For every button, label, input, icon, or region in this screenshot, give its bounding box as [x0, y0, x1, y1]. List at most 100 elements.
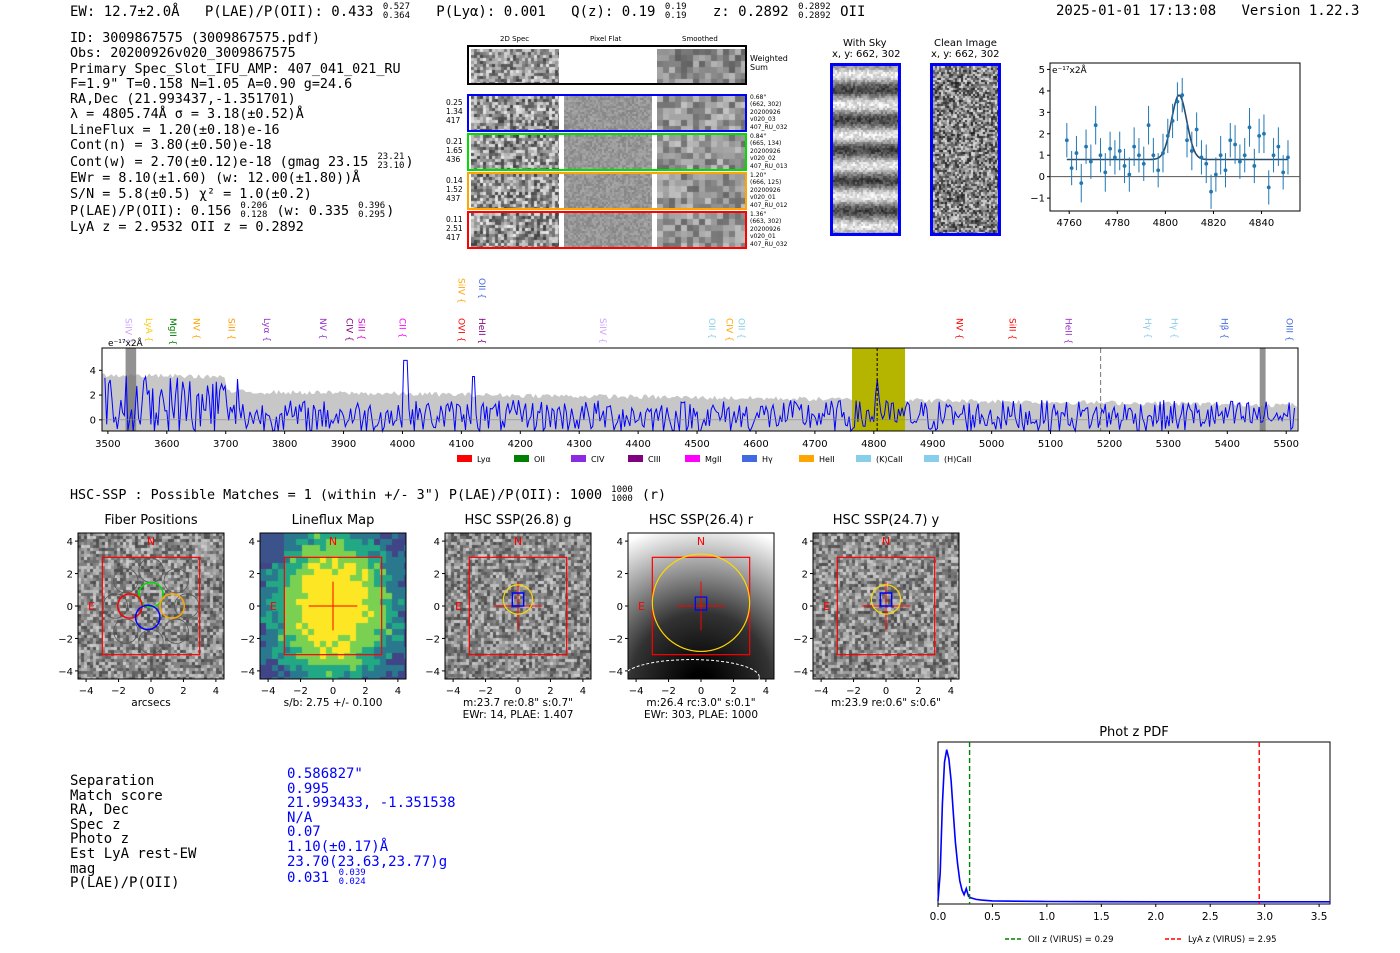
- x-tick-label: 4800: [861, 439, 886, 450]
- line-marker-label: Hγ {: [1142, 318, 1152, 339]
- cutout-row-meta: 0.84" (665, 134) 20200926 v020_02 407_RU_013: [750, 133, 788, 170]
- fiber-outline: [163, 568, 189, 594]
- search-box: [836, 556, 936, 656]
- cutout-row: [467, 172, 747, 210]
- y-tick-label: 0: [434, 602, 440, 613]
- x-tick-label: 3800: [272, 439, 297, 450]
- clean-image: [930, 63, 1001, 236]
- data-point: [1117, 149, 1122, 153]
- cutout-pixel-flat: [564, 96, 652, 130]
- fiber-outline: [163, 618, 189, 644]
- hsc-panel-caption: EWr: 303, PLAE: 1000: [643, 709, 759, 721]
- x-tick-label: 0: [698, 686, 704, 697]
- x-tick-label: 2: [730, 686, 736, 697]
- cutout-2d-spec: [471, 96, 559, 130]
- east-label: E: [823, 600, 830, 613]
- info-plae: P(LAE)/P(OII): 0.156 0.206 0.128 (w: 0.33…: [70, 200, 395, 220]
- cutout-row-stats: 0.25 1.34 417: [446, 98, 463, 125]
- y-tick-label: −2: [240, 634, 255, 645]
- y-tick-label: 0: [67, 602, 73, 613]
- fiber-circle: [116, 593, 143, 619]
- x-tick-label: 5500: [1273, 439, 1298, 450]
- x-tick-label: 4760: [1057, 218, 1082, 229]
- x-tick-label: 3700: [213, 439, 238, 450]
- x-tick-label: 1.0: [1039, 911, 1056, 923]
- hsc-panel-title: HSC SSP(26.8) g: [464, 513, 572, 528]
- x-tick-label: 4: [213, 686, 219, 697]
- x-tick-label: −4: [446, 686, 461, 697]
- data-point: [1271, 153, 1276, 158]
- match-label: Spec z: [70, 816, 121, 833]
- data-point: [1247, 125, 1252, 130]
- data-point: [1276, 144, 1281, 149]
- north-label: N: [697, 535, 705, 548]
- data-point: [1113, 155, 1117, 160]
- data-point: [1286, 155, 1290, 160]
- info-sn: S/N = 5.8(±0.5) χ² = 1.0(±0.2): [70, 186, 312, 202]
- header-ew: EW: 12.7±2.0Å: [70, 4, 180, 20]
- x-tick-label: 2: [915, 686, 921, 697]
- data-point: [1204, 161, 1209, 166]
- legend-swatch: [856, 455, 871, 462]
- counterpart-box: [694, 596, 708, 611]
- x-tick-label: 0: [330, 686, 336, 697]
- y-tick-label: −4: [608, 667, 623, 678]
- data-point: [1175, 99, 1180, 104]
- weighted-smoothed-image: [657, 49, 745, 83]
- y-tick-label: −4: [425, 667, 440, 678]
- line-marker-label: SiIV {: [455, 278, 465, 304]
- hsc-panel-caption: arcsecs: [131, 697, 171, 709]
- data-point: [1064, 138, 1069, 143]
- x-tick-label: 5400: [1215, 439, 1240, 450]
- line-marker-label: SiII {: [226, 318, 236, 340]
- data-point: [1141, 161, 1146, 166]
- info-ewr: EWr = 8.10(±1.60) (w: 12.00(±1.80))Å: [70, 171, 361, 187]
- x-tick-label: 4900: [920, 439, 945, 450]
- info-id: ID: 3009867575 (3009867575.pdf): [70, 31, 320, 46]
- x-tick-label: −2: [846, 686, 861, 697]
- legend-swatch: [571, 455, 586, 462]
- legend-label: (H)CaII: [944, 455, 971, 464]
- x-tick-label: 0: [883, 686, 889, 697]
- x-tick-label: 5000: [979, 439, 1004, 450]
- line-marker-label: CII {: [397, 318, 407, 338]
- search-box: [468, 556, 568, 656]
- with-sky-title: With Sky: [843, 38, 887, 49]
- y-tick-label: 1: [1039, 151, 1045, 162]
- line-marker-label: LyA {: [143, 318, 153, 342]
- cutout-pixel-flat: [564, 174, 652, 208]
- legend-swatch: [628, 455, 643, 462]
- y-tick-label: 0: [249, 602, 255, 613]
- x-tick-label: −2: [293, 686, 308, 697]
- search-box: [101, 556, 201, 656]
- data-point: [1233, 142, 1237, 147]
- fiber-outline: [138, 557, 164, 583]
- plot-frame: [101, 347, 1299, 432]
- line-marker-label: SiII {: [1006, 318, 1016, 340]
- cutout-smoothed: [657, 174, 745, 208]
- info-lambda: λ = 4805.74Å σ = 3.18(±0.52)Å: [70, 107, 304, 123]
- x-tick-label: 5300: [1156, 439, 1181, 450]
- version: Version 1.22.3: [1241, 3, 1360, 19]
- y-tick-label: 2: [249, 570, 255, 581]
- fiber-circle: [159, 593, 186, 619]
- cutout-row-meta: 1.20" (666, 125) 20200926 v020_01 407_RU_012: [750, 172, 788, 209]
- data-point: [1132, 144, 1137, 149]
- line-marker-label: SiIV {: [123, 318, 133, 344]
- header-z: z: 0.2892: [712, 4, 789, 20]
- plot-frame: [937, 741, 1331, 905]
- data-point: [1170, 119, 1175, 123]
- with-sky-image: [830, 63, 901, 236]
- hsc-panel-caption: s/b: 2.75 +/- 0.100: [283, 697, 383, 709]
- match-value: 23.70(23.63,23.77)g: [287, 853, 448, 870]
- x-tick-label: 4800: [1153, 218, 1178, 229]
- legend-swatch: [457, 455, 472, 462]
- x-tick-label: 4300: [566, 439, 591, 450]
- timestamp: 2025-01-01 17:13:08: [1056, 3, 1217, 19]
- data-point: [1228, 138, 1233, 143]
- cutout-row-stats: 0.11 2.51 417: [446, 215, 463, 242]
- match-value: 0.031 0.039 0.024: [287, 868, 366, 888]
- cutout-row: [467, 94, 747, 132]
- data-point: [1242, 153, 1247, 158]
- header-z-line: OII: [840, 4, 866, 20]
